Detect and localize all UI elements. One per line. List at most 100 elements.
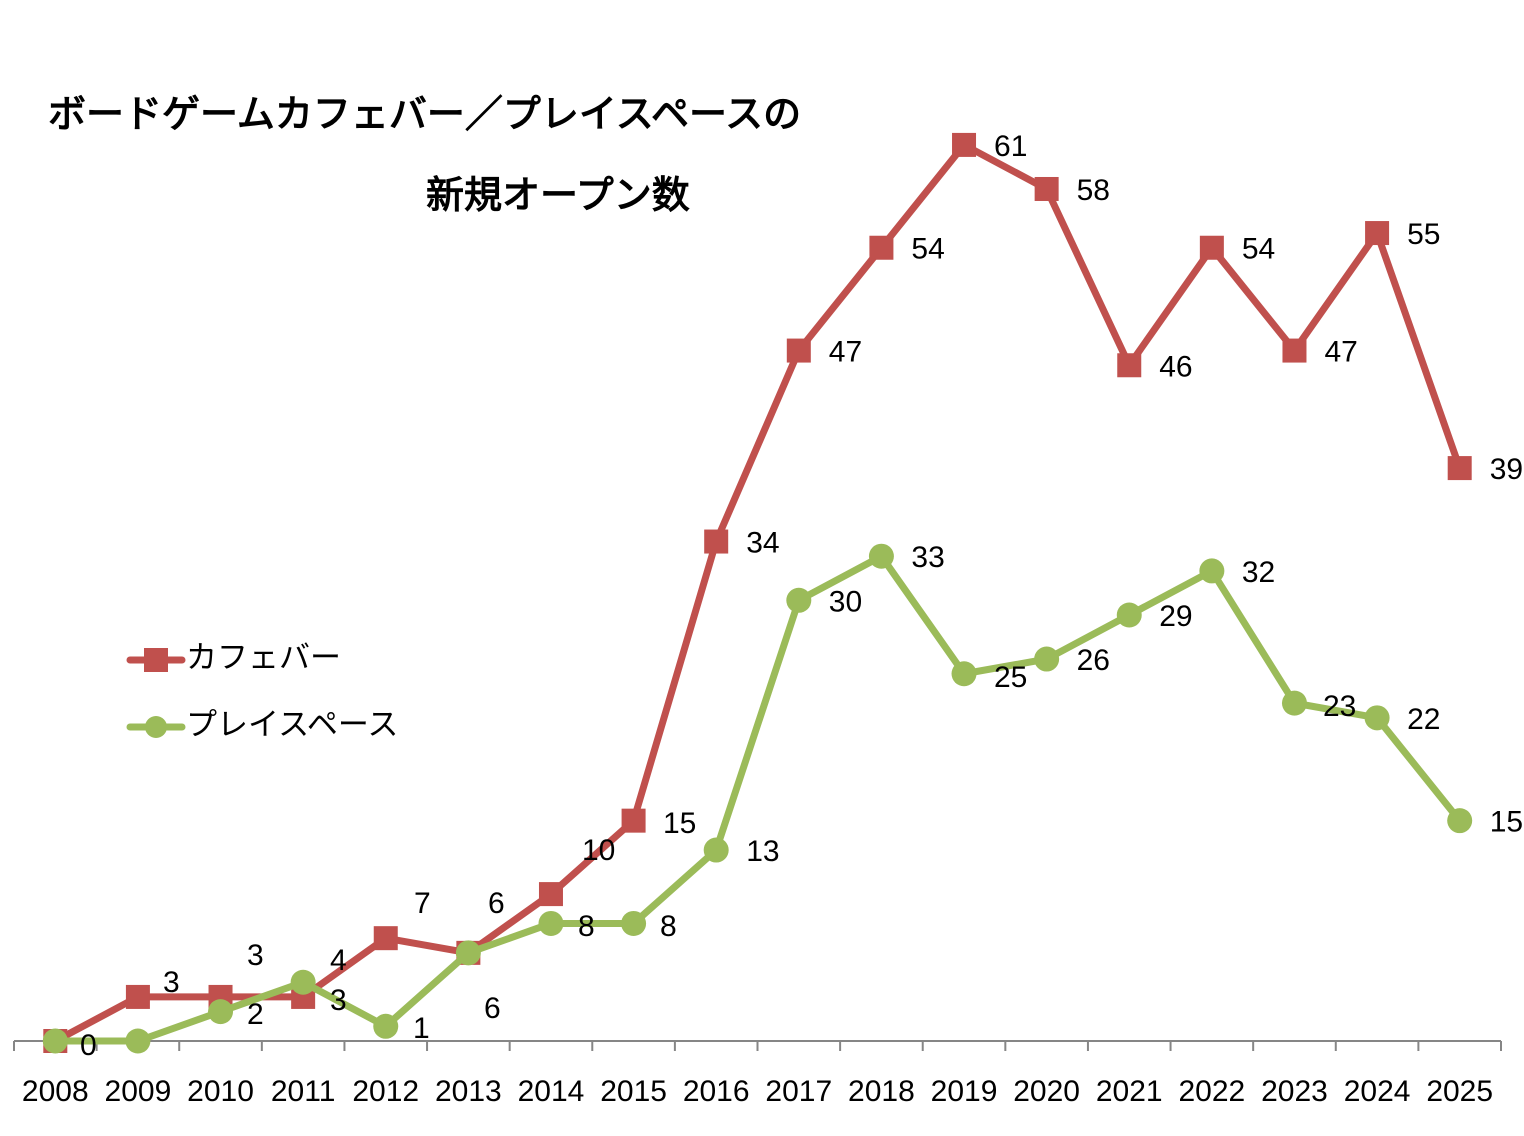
data-point-square [1282, 338, 1307, 363]
data-label: 54 [911, 233, 944, 266]
data-label: 6 [484, 992, 501, 1025]
data-label: 61 [994, 130, 1027, 163]
data-point-circle [538, 910, 564, 936]
x-tick-label: 2012 [352, 1075, 419, 1108]
data-label: 1 [413, 1012, 430, 1045]
data-point-square [1117, 353, 1142, 378]
series-line [55, 552, 1463, 1045]
data-label: 47 [829, 336, 862, 369]
x-axis: 2008 2009 2010 2011 2012 2013 2014 2015 2016 2017… [13, 1040, 1502, 1108]
x-tick-label: 2009 [105, 1075, 172, 1108]
chart-title-line-2: 新規オープン数 [426, 173, 690, 217]
data-point-square [538, 882, 563, 907]
data-label: 32 [1242, 556, 1275, 589]
legend-label-cafe-bar: カフェバー [186, 640, 341, 676]
x-tick-label: 2024 [1344, 1075, 1411, 1108]
series-layer [42, 132, 1473, 1054]
data-point-square [373, 926, 398, 951]
x-tick-label: 2023 [1261, 1075, 1328, 1108]
data-label: 58 [1077, 174, 1110, 207]
data-label: 34 [746, 527, 779, 560]
data-point-square [952, 132, 977, 157]
x-tick-label: 2022 [1178, 1075, 1245, 1108]
x-tick-label: 2016 [683, 1075, 750, 1108]
data-point-circle [455, 940, 481, 966]
data-point-circle [786, 587, 812, 613]
data-point-circle [703, 837, 729, 863]
data-point-circle [1281, 690, 1307, 716]
data-point-circle [42, 1028, 68, 1054]
data-point-circle [621, 910, 647, 936]
x-tick-label: 2015 [600, 1075, 667, 1108]
data-label: 6 [488, 887, 505, 920]
data-point-circle [1199, 558, 1225, 584]
data-label: 30 [829, 585, 862, 618]
data-label: 29 [1159, 600, 1192, 633]
series-play-space [42, 543, 1473, 1054]
series-cafe-bar [43, 132, 1472, 1053]
data-label: 7 [414, 887, 431, 920]
data-point-circle [1034, 646, 1060, 672]
x-tick-label: 2021 [1096, 1075, 1163, 1108]
data-label: 10 [582, 834, 615, 867]
x-tick-label: 2013 [435, 1075, 502, 1108]
x-tick-label: 2020 [1013, 1075, 1080, 1108]
data-label: 15 [1490, 806, 1523, 839]
data-point-square [786, 338, 811, 363]
legend-label-play-space: プレイスペース [186, 707, 398, 743]
data-label: 39 [1490, 453, 1523, 486]
x-tick-label: 2019 [931, 1075, 998, 1108]
legend-square-marker-icon [144, 648, 168, 672]
data-label: 33 [911, 541, 944, 574]
data-point-square [125, 984, 150, 1009]
data-label: 25 [994, 661, 1027, 694]
data-point-circle [951, 661, 977, 687]
x-tick-label: 2018 [848, 1075, 915, 1108]
x-tick-label: 2010 [187, 1075, 254, 1108]
data-label: 0 [80, 1029, 97, 1062]
series-line [53, 141, 1463, 1045]
data-label: 55 [1407, 218, 1440, 251]
x-tick-label: 2011 [271, 1075, 336, 1108]
data-label: 4 [330, 944, 347, 977]
data-point-circle [1116, 602, 1142, 628]
data-label: 46 [1159, 350, 1192, 383]
legend-item-play-space: プレイスペース [126, 707, 398, 743]
data-point-square [869, 235, 894, 260]
data-label: 13 [746, 835, 779, 868]
data-label: 23 [1323, 690, 1356, 723]
data-label: 8 [660, 910, 677, 943]
data-point-circle [125, 1028, 151, 1054]
data-label: 47 [1324, 336, 1357, 369]
x-tick-label: 2025 [1426, 1075, 1493, 1108]
data-point-circle [208, 999, 234, 1025]
data-point-square [621, 808, 646, 833]
data-point-circle [373, 1013, 399, 1039]
data-label: 8 [578, 910, 595, 943]
data-point-square [1365, 221, 1390, 246]
data-point-square [704, 529, 729, 554]
legend-item-cafe-bar: カフェバー [126, 640, 341, 676]
data-point-circle [1364, 705, 1390, 731]
legend-circle-marker-icon [145, 716, 167, 738]
data-label: 3 [163, 966, 180, 999]
data-point-circle [868, 543, 894, 569]
data-point-circle [290, 969, 316, 995]
data-label: 15 [663, 807, 696, 840]
data-label: 22 [1407, 703, 1440, 736]
data-point-square [1034, 176, 1059, 201]
data-label: 3 [247, 939, 264, 972]
legend: カフェバー プレイスペース [126, 640, 398, 743]
data-point-square [1447, 456, 1472, 481]
data-label: 26 [1077, 644, 1110, 677]
data-label: 54 [1242, 233, 1275, 266]
data-label: 2 [247, 998, 264, 1031]
data-point-circle [1447, 808, 1473, 834]
data-label: 3 [330, 984, 347, 1017]
x-tick-label: 2008 [22, 1075, 89, 1108]
chart-title-line-1: ボードゲームカフェバー／プレイスペースの [48, 92, 801, 136]
data-point-square [1199, 235, 1224, 260]
x-tick-label: 2017 [765, 1075, 832, 1108]
